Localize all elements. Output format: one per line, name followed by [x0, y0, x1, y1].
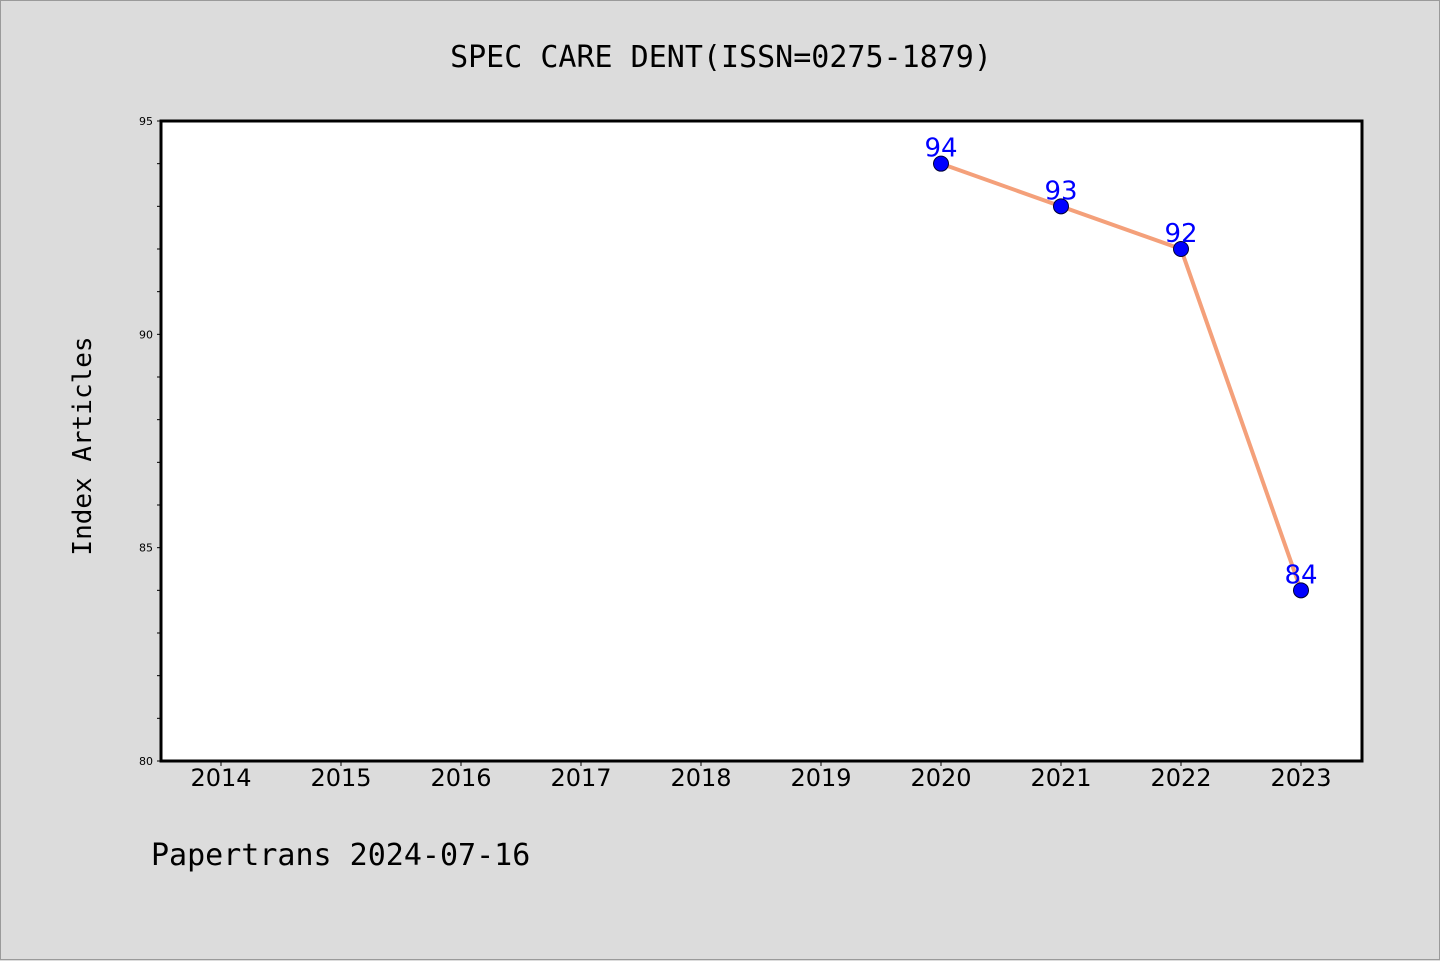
- series-layer: 94 93 92 84: [924, 134, 1318, 599]
- data-label: 93: [1044, 176, 1077, 206]
- x-tick-label: 2015: [310, 764, 371, 792]
- data-label: 94: [924, 134, 957, 164]
- x-tick-label: 2017: [550, 764, 611, 792]
- y-tick-label: 85: [139, 542, 153, 555]
- chart-title: SPEC CARE DENT(ISSN=0275-1879): [450, 40, 992, 75]
- y-tick-label: 90: [139, 328, 153, 341]
- footer-credit: Papertrans 2024-07-16: [151, 838, 530, 873]
- data-label: 84: [1284, 560, 1317, 590]
- y-axis: 80 85 90 95: [139, 115, 161, 768]
- x-tick-label: 2019: [790, 764, 851, 792]
- data-point: [933, 155, 949, 172]
- x-tick-label: 2023: [1270, 764, 1331, 792]
- x-tick-label: 2014: [190, 764, 251, 792]
- plot-area: [159, 119, 1364, 763]
- y-tick-label: 80: [139, 755, 153, 768]
- data-label: 92: [1164, 219, 1197, 249]
- data-point: [1053, 198, 1069, 215]
- x-tick-label: 2021: [1030, 764, 1091, 792]
- y-axis-label: Index Articles: [68, 336, 98, 555]
- x-axis: 2014 2015 2016 2017 2018 2019 2020 2021 2022 2023: [190, 761, 1332, 792]
- data-point: [1293, 582, 1309, 599]
- x-tick-label: 2016: [430, 764, 491, 792]
- data-point: [1173, 241, 1189, 257]
- x-tick-label: 2018: [670, 764, 731, 792]
- series-line: [939, 161, 1303, 593]
- x-tick-label: 2020: [910, 764, 971, 792]
- x-tick-label: 2022: [1150, 764, 1211, 792]
- y-tick-label: 95: [139, 115, 153, 128]
